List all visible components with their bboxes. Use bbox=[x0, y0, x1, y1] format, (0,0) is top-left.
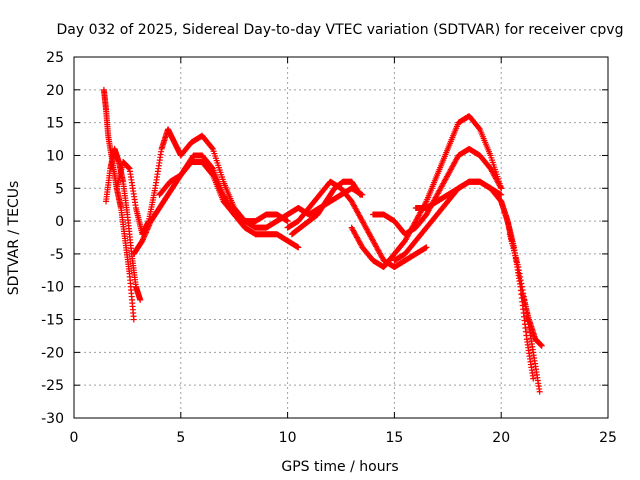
y-tick-label: 0 bbox=[55, 214, 64, 230]
x-axis-label: GPS time / hours bbox=[281, 459, 398, 475]
y-axis-label: SDTVAR / TECUs bbox=[6, 181, 22, 296]
data-point bbox=[515, 264, 522, 271]
x-tick-label: 5 bbox=[176, 430, 185, 446]
data-point bbox=[538, 342, 545, 349]
y-tick-label: -5 bbox=[50, 247, 64, 263]
data-point bbox=[356, 190, 363, 197]
y-tick-label: 15 bbox=[46, 116, 64, 132]
x-tick-label: 20 bbox=[492, 430, 510, 446]
data-point bbox=[423, 244, 430, 251]
data-point bbox=[295, 244, 302, 251]
data-point bbox=[516, 270, 523, 277]
data-points bbox=[100, 86, 545, 395]
data-point bbox=[498, 191, 505, 198]
data-point bbox=[518, 280, 525, 287]
y-tick-label: -20 bbox=[41, 345, 64, 361]
y-tick-label: -15 bbox=[41, 313, 64, 329]
y-tick-label: -25 bbox=[41, 378, 64, 394]
data-point bbox=[284, 218, 291, 225]
data-point bbox=[515, 267, 522, 274]
grid bbox=[74, 57, 608, 418]
data-point bbox=[517, 277, 524, 284]
data-point bbox=[137, 296, 144, 303]
y-tick-label: 20 bbox=[46, 83, 64, 99]
data-point bbox=[517, 273, 524, 280]
data-point bbox=[130, 316, 137, 323]
x-tick-label: 25 bbox=[599, 430, 617, 446]
y-tick-label: 5 bbox=[55, 181, 64, 197]
y-tick-label: 10 bbox=[46, 148, 64, 164]
data-point bbox=[498, 185, 505, 192]
x-tick-label: 10 bbox=[279, 430, 297, 446]
data-point bbox=[518, 283, 525, 290]
data-point bbox=[530, 375, 537, 382]
y-tick-label: -10 bbox=[41, 280, 64, 296]
chart-title: Day 032 of 2025, Sidereal Day-to-day VTE… bbox=[57, 22, 624, 38]
x-tick-label: 0 bbox=[70, 430, 79, 446]
data-point bbox=[209, 144, 216, 151]
x-tick-label: 15 bbox=[385, 430, 403, 446]
y-tick-label: -30 bbox=[41, 411, 64, 427]
plot-frame bbox=[73, 56, 609, 419]
data-point bbox=[536, 388, 543, 395]
y-tick-label: 25 bbox=[46, 50, 64, 66]
ticks: 0 5 10 15 20 25 -30 -25 -20 -15 -10 -5 0 5 10 15 20 25 bbox=[41, 50, 617, 446]
data-point bbox=[357, 191, 364, 198]
